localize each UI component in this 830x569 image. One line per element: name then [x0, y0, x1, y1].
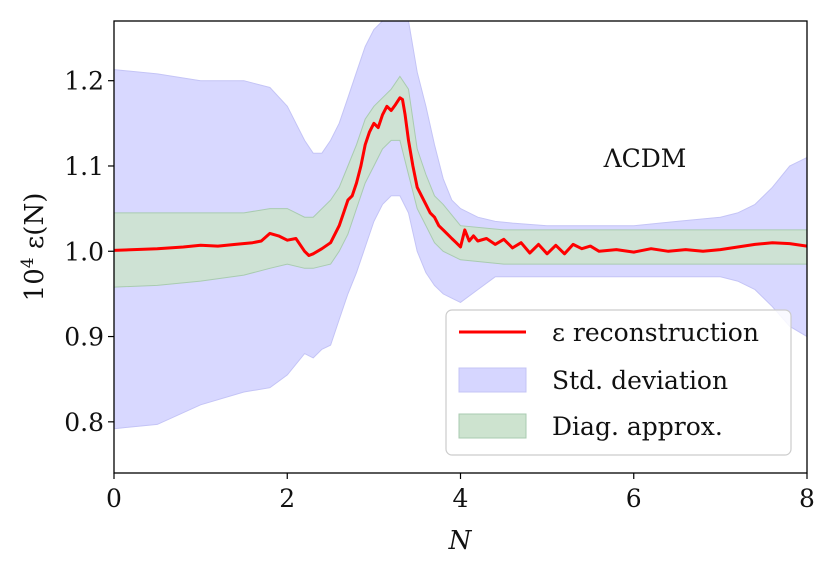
- legend-label-reconstruction: ε reconstruction: [552, 318, 759, 347]
- series-layer: [114, 21, 807, 430]
- x-tick-label: 4: [453, 484, 469, 513]
- legend-label-std: Std. deviation: [552, 366, 728, 395]
- y-axis-title-exponent: 4: [18, 257, 38, 268]
- y-axis-title: 104 ε(N): [18, 193, 50, 302]
- x-axis-ticks: 0 2 4 6 8: [106, 473, 815, 513]
- x-tick-label: 6: [626, 484, 642, 513]
- y-axis-ticks: 0.8 0.9 1.0 1.1 1.2: [64, 67, 114, 437]
- reconstruction-line: [114, 96, 807, 257]
- legend-label-diag: Diag. approx.: [552, 412, 723, 441]
- y-tick-label: 1.0: [64, 237, 104, 266]
- y-axis-title-base: 10: [20, 268, 50, 301]
- y-tick-label: 1.2: [64, 67, 104, 96]
- diag-approx-band: [114, 75, 807, 288]
- x-tick-label: 0: [106, 484, 122, 513]
- model-annotation: ΛCDM: [603, 144, 687, 173]
- x-tick-label: 8: [799, 484, 815, 513]
- x-axis-title: N: [448, 526, 473, 556]
- y-tick-label: 0.8: [64, 408, 104, 437]
- legend-box: [445, 309, 792, 456]
- y-axis-title-rest: ε(N): [20, 193, 50, 258]
- legend-swatch-diag: [458, 413, 527, 439]
- legend: ε reconstruction Std. deviation Diag. ap…: [445, 309, 792, 456]
- legend-swatch-std: [458, 367, 527, 393]
- x-tick-label: 2: [279, 484, 295, 513]
- std-deviation-band: [114, 21, 807, 430]
- y-tick-label: 0.9: [64, 323, 104, 352]
- y-tick-label: 1.1: [64, 152, 104, 181]
